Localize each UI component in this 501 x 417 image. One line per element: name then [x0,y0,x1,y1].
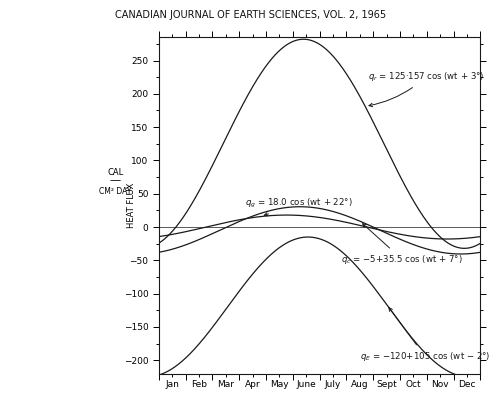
Text: CANADIAN JOURNAL OF EARTH SCIENCES, VOL. 2, 1965: CANADIAN JOURNAL OF EARTH SCIENCES, VOL.… [115,10,386,20]
Text: $q_r$ = 125·157 cos (wt + 3°): $q_r$ = 125·157 cos (wt + 3°) [368,70,484,107]
Text: CM² DAY: CM² DAY [99,187,132,196]
Text: —: — [110,175,121,185]
Text: CAL: CAL [107,168,123,177]
Text: $q_g$ = 18.0 cos (wt + 22°): $q_g$ = 18.0 cos (wt + 22°) [244,197,352,216]
Text: HEAT FLUX: HEAT FLUX [127,183,136,228]
Text: $q_E$ = −120+105 cos (wt − 2°): $q_E$ = −120+105 cos (wt − 2°) [360,308,490,363]
Text: $q_c$ = −5+35.5 cos (wt + 7°): $q_c$ = −5+35.5 cos (wt + 7°) [341,224,463,266]
